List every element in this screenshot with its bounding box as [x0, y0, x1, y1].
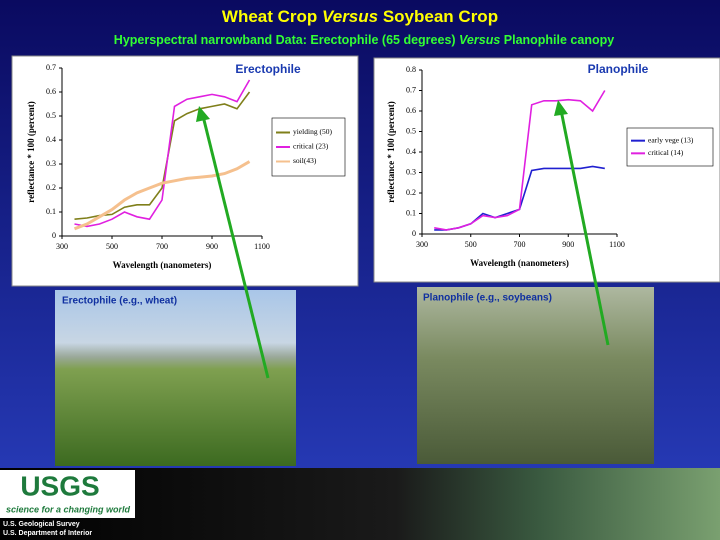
wheat-photo [55, 290, 296, 466]
arrow-head [554, 100, 568, 116]
x-tick-label: 1100 [609, 240, 625, 249]
footer-line: U.S. Geological Survey [3, 521, 80, 528]
x-tick-label: 300 [416, 240, 428, 249]
legend-label: soil(43) [293, 156, 317, 165]
legend-label: yielding (50) [293, 127, 332, 136]
logo: USGS [20, 470, 99, 501]
y-tick-label: 0 [52, 231, 56, 240]
title-part: Soybean Crop [378, 7, 498, 26]
subtitle-part: Versus [459, 33, 500, 47]
y-tick-label: 0.2 [406, 188, 416, 197]
soybean-photo [417, 287, 654, 464]
arrow-head [196, 106, 210, 122]
slide-subtitle: Hyperspectral narrowband Data: Erectophi… [114, 33, 614, 47]
series-line [434, 90, 606, 231]
slide-title: Wheat Crop Versus Soybean Crop [222, 7, 498, 26]
y-tick-label: 0.1 [46, 207, 56, 216]
y-tick-label: 0.5 [406, 126, 416, 135]
chart-annotation: Planophile [588, 62, 649, 76]
subtitle-part: Hyperspectral narrowband Data: Erectophi… [114, 33, 459, 47]
y-tick-label: 0.7 [406, 85, 416, 94]
legend-label: critical (23) [293, 142, 329, 151]
arrow [201, 115, 270, 379]
series-line [74, 79, 251, 228]
logo-tagline: science for a changing world [6, 504, 131, 514]
legend-label: early vege (13) [648, 135, 694, 144]
logo-box [0, 470, 135, 518]
y-tick-label: 0.2 [46, 183, 56, 192]
y-tick-label: 0.4 [46, 135, 56, 144]
x-tick-label: 700 [514, 240, 526, 249]
x-tick-label: 500 [465, 240, 477, 249]
x-axis-label: Wavelength (nanometers) [113, 260, 212, 270]
y-tick-label: 0.6 [406, 106, 416, 115]
y-tick-label: 0.4 [406, 147, 416, 156]
photo-label: Erectophile (e.g., wheat) [62, 296, 177, 307]
photo-label: Planophile (e.g., soybeans) [423, 293, 552, 304]
x-tick-label: 300 [56, 242, 68, 251]
charts: 0 0.1 0.2 0.3 0.4 0.5 0.6 0.7 300 500 700 900 1100 Wa… [26, 62, 714, 270]
legend-label: critical (14) [648, 148, 684, 157]
series-line [73, 160, 251, 231]
y-axis-label: reflectance * 100 (percent) [386, 101, 396, 202]
y-tick-label: 0.7 [46, 63, 56, 72]
y-axis-label: reflectance * 100 (percent) [26, 101, 36, 202]
x-tick-label: 500 [106, 242, 118, 251]
arrow [559, 109, 610, 346]
subtitle-part: Planophile canopy [500, 33, 614, 47]
title-part: Versus [322, 7, 378, 26]
x-tick-label: 700 [156, 242, 168, 251]
chart-panel [373, 57, 720, 283]
x-tick-label: 900 [562, 240, 574, 249]
y-tick-label: 0.3 [406, 167, 416, 176]
y-tick-label: 0.6 [46, 87, 56, 96]
x-tick-label: 1100 [254, 242, 270, 251]
title-part: Wheat Crop [222, 7, 322, 26]
y-tick-label: 0.8 [406, 65, 416, 74]
footer-line: U.S. Department of Interior [3, 530, 92, 537]
x-axis-label: Wavelength (nanometers) [470, 258, 569, 268]
x-tick-label: 900 [206, 242, 218, 251]
legend-box [626, 127, 714, 167]
y-tick-label: 0.1 [406, 208, 416, 217]
y-tick-label: 0 [412, 229, 416, 238]
y-tick-label: 0.5 [46, 111, 56, 120]
y-tick-label: 0.3 [46, 159, 56, 168]
chart-annotation: Erectophile [235, 62, 301, 76]
